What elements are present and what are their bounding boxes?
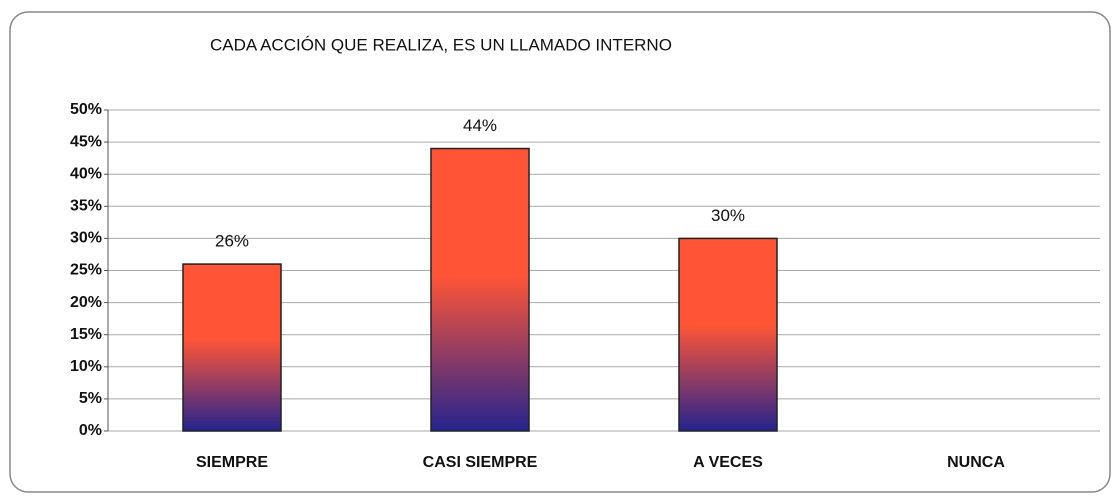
y-tick-label: 45% <box>70 133 102 150</box>
y-tick-label: 15% <box>70 326 102 343</box>
y-tick-label: 25% <box>70 262 102 279</box>
y-tick-label: 0% <box>79 422 102 439</box>
y-tick-label: 40% <box>70 165 102 182</box>
chart-frame <box>9 11 1111 493</box>
y-tick-label: 20% <box>70 294 102 311</box>
y-tick-label: 35% <box>70 198 102 215</box>
x-tick-label: SIEMPRE <box>196 454 268 471</box>
chart-title: CADA ACCIÓN QUE REALIZA, ES UN LLAMADO I… <box>210 35 672 54</box>
bar <box>182 263 282 432</box>
data-label: 44% <box>463 116 497 135</box>
x-tick-label: A VECES <box>693 454 763 471</box>
bar <box>678 237 778 432</box>
y-tick-label: 5% <box>79 390 102 407</box>
y-tick-label: 50% <box>70 101 102 118</box>
x-tick-label: NUNCA <box>947 454 1005 471</box>
data-label: 30% <box>711 206 745 225</box>
bar <box>430 147 530 432</box>
x-tick-label: CASI SIEMPRE <box>423 454 538 471</box>
y-tick-label: 30% <box>70 230 102 247</box>
data-label: 26% <box>215 232 249 251</box>
y-tick-label: 10% <box>70 358 102 375</box>
